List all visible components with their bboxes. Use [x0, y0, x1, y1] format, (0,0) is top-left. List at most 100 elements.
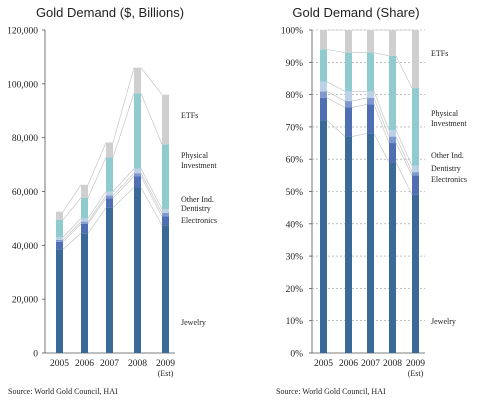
bar-segment [345, 52, 352, 92]
series-connector-line [62, 232, 82, 250]
x-category-label: 2005 [50, 359, 69, 369]
y-tick-label: 50% [286, 188, 304, 198]
bar-segment [162, 225, 169, 353]
x-category-label: 2005 [314, 359, 333, 369]
bar-segment [81, 233, 88, 353]
bar-segment [106, 207, 113, 353]
series-connector-line [87, 157, 107, 198]
bar-segment [389, 136, 396, 144]
bar-segment [320, 97, 327, 121]
series-connector-line [62, 218, 82, 238]
bar-segment [412, 175, 419, 195]
x-category-label: 2006 [339, 359, 358, 369]
bar-segment [389, 130, 396, 137]
y-tick-label: 10% [286, 317, 304, 327]
y-tick-label: 0 [33, 350, 38, 360]
bar-segment [106, 198, 113, 208]
series-connector-line [140, 168, 163, 210]
bar-segment [162, 208, 169, 214]
x-category-label: 2006 [75, 359, 94, 369]
series-connector-line [62, 221, 82, 241]
segment-label: Electronics [181, 216, 217, 225]
y-tick-label: 100,000 [7, 80, 38, 90]
x-category-label: 2008 [383, 359, 402, 369]
share-chart-title: Gold Demand (Share) [292, 5, 419, 20]
bar-segment [412, 194, 419, 353]
bar-segment [134, 93, 141, 169]
x-category-label: 2007 [361, 359, 380, 369]
bar-segment [412, 30, 419, 89]
bar-segment [412, 172, 419, 176]
y-tick-label: 120,000 [7, 27, 38, 37]
bar-segment [134, 168, 141, 174]
bar-segment [162, 216, 169, 226]
bar-segment [345, 91, 352, 102]
bar-segment [367, 52, 374, 92]
series-connector-line [395, 130, 413, 166]
bar-segment [345, 136, 352, 353]
y-tick-label: 100% [281, 27, 303, 37]
series-connector-line [62, 223, 82, 243]
series-connector-line [140, 67, 163, 95]
segment-label: ETFs [181, 111, 198, 120]
segment-label: Physical [181, 151, 209, 160]
dollar-chart-title: Gold Demand ($, Billions) [36, 5, 184, 20]
bar-segment [345, 107, 352, 137]
y-tick-label: 30% [286, 253, 304, 263]
series-connector-line [373, 133, 390, 163]
series-connector-line [351, 103, 368, 108]
y-tick-label: 20,000 [12, 296, 38, 306]
y-tick-label: 60,000 [12, 188, 38, 198]
bar-segment [81, 184, 88, 198]
segment-label: Electronics [431, 175, 467, 184]
x-category-label: 2007 [100, 359, 119, 369]
bar-segment [56, 239, 63, 242]
series-connector-line [326, 91, 346, 102]
series-connector-line [112, 172, 135, 196]
y-tick-label: 20% [286, 285, 304, 295]
series-connector-line [373, 104, 390, 144]
share-demand-chart: Gold Demand (Share) Source: World Gold C… [276, 5, 467, 396]
series-connector-line [112, 168, 135, 192]
series-connector-line [62, 197, 82, 220]
series-connector-line [140, 187, 163, 226]
bar-segment [345, 30, 352, 53]
series-connector-line [87, 207, 107, 234]
bar-segment [81, 197, 88, 219]
bar-segment [106, 195, 113, 199]
y-tick-label: 70% [286, 123, 304, 133]
series-connector-line [112, 187, 135, 208]
bar-segment [56, 237, 63, 240]
bar-segment [389, 143, 396, 163]
y-tick-label: 80,000 [12, 134, 38, 144]
y-tick-label: 90% [286, 59, 304, 69]
bar-segment [412, 165, 419, 173]
bar-segment [134, 176, 141, 188]
series-connector-line [395, 136, 413, 173]
series-connector-line [140, 93, 163, 145]
segment-label: Physical [431, 109, 459, 118]
bar-segment [134, 187, 141, 353]
segment-label: Investment [431, 119, 467, 128]
bar-segment [367, 30, 374, 53]
bar-segment [320, 91, 327, 98]
segment-label: Jewelry [181, 318, 206, 327]
x-category-label: 2009 (Est) [406, 359, 425, 378]
bar-segment [367, 104, 374, 134]
series-connector-line [87, 198, 107, 224]
bar-segment [412, 88, 419, 166]
x-category-label: 2009 (Est) [156, 359, 175, 378]
y-tick-label: 40% [286, 220, 304, 230]
bar-segment [367, 97, 374, 105]
series-connector-line [87, 142, 107, 185]
y-tick-label: 40,000 [12, 242, 38, 252]
bar-segment [106, 142, 113, 158]
y-tick-label: 0% [290, 350, 303, 360]
bar-segment [56, 219, 63, 238]
bar-segment [106, 157, 113, 192]
series-connector-line [112, 175, 135, 199]
series-connector-line [326, 120, 346, 137]
segment-label: Investment [181, 161, 217, 170]
series-connector-line [140, 173, 163, 214]
